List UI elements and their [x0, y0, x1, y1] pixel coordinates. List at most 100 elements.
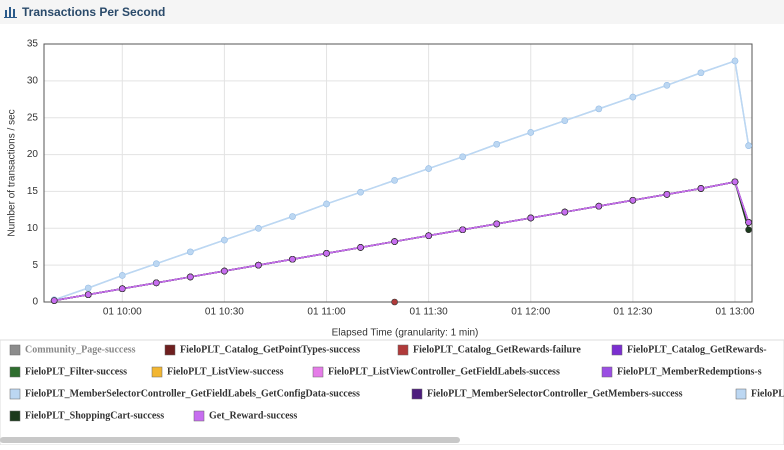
- data-point: [527, 214, 535, 222]
- y-tick-label: 15: [27, 186, 39, 197]
- data-point: [629, 196, 637, 204]
- legend-label: FieloPLT_MemberSelectorController_GetFie…: [25, 388, 360, 399]
- x-axis-title: Elapsed Time (granularity: 1 min): [332, 328, 479, 339]
- data-point: [255, 261, 262, 269]
- series-line: [53, 59, 750, 301]
- data-point: [221, 236, 228, 244]
- legend-label: FieloPLT_ListViewController_GetFieldLabe…: [328, 366, 560, 377]
- legend-swatch: [151, 366, 163, 378]
- chart-icon: [4, 7, 17, 18]
- legend-label: FieloPLT_Catalog_GetPointTypes-success: [180, 344, 360, 355]
- data-point: [561, 208, 569, 216]
- data-point: [357, 244, 364, 251]
- legend-swatch: [411, 388, 423, 400]
- data-point: [745, 142, 752, 150]
- legend-swatch: [397, 344, 409, 356]
- legend-swatch: [9, 410, 21, 422]
- data-point: [629, 93, 637, 101]
- legend-label: FieloPLT_MemberSelectorController_GetMem…: [427, 388, 683, 399]
- data-point: [527, 129, 535, 136]
- header-title: Transactions Per Second: [22, 5, 165, 19]
- data-point: [425, 232, 432, 239]
- data-point: [595, 105, 603, 113]
- legend-swatch: [9, 366, 21, 378]
- series-line: [54, 180, 750, 302]
- data-point: [84, 291, 92, 298]
- legend-label: FieloPLT_ListView-success: [167, 366, 284, 377]
- legend-box: [0, 339, 784, 446]
- data-point: [731, 57, 739, 65]
- legend-swatch: [9, 388, 21, 400]
- legend-label: FieloPLT_Filter-success: [25, 366, 127, 377]
- legend-swatch: [735, 388, 747, 400]
- legend-label: FieloPLT_Catalog_GetRewards-: [627, 344, 767, 355]
- header-bar: [0, 0, 784, 24]
- series: [391, 298, 398, 306]
- data-point: [391, 298, 398, 306]
- data-point: [493, 140, 501, 148]
- legend-swatch: [601, 366, 613, 378]
- plot-frame: [43, 43, 753, 303]
- data-point: [357, 188, 364, 196]
- y-tick-label: 10: [27, 223, 39, 234]
- data-point: [697, 185, 705, 192]
- data-point: [255, 224, 262, 232]
- x-tick-label: 01 10:30: [205, 307, 244, 318]
- data-point: [50, 297, 58, 304]
- data-point: [663, 191, 671, 198]
- legend-label: Community_Page-success: [25, 344, 136, 355]
- x-tick-label: 01 10:00: [103, 307, 142, 318]
- data-point: [84, 284, 92, 292]
- data-point: [561, 117, 569, 124]
- data-point: [153, 260, 160, 267]
- data-point: [323, 200, 330, 208]
- y-tick-label: 0: [32, 297, 38, 308]
- data-point: [187, 248, 194, 256]
- series: [50, 178, 752, 304]
- data-point: [289, 213, 296, 220]
- data-point: [459, 153, 466, 161]
- y-axis-title: Number of transactions / sec: [7, 109, 18, 236]
- legend-label: FieloPLT_ShoppingCart-success: [25, 410, 164, 421]
- x-tick-label: 01 11:00: [307, 307, 346, 318]
- x-tick-label: 01 13:00: [716, 307, 755, 318]
- y-tick-label: 5: [32, 260, 38, 271]
- data-point: [745, 226, 752, 234]
- legend-swatch: [193, 410, 205, 422]
- data-point: [493, 220, 501, 228]
- legend-label: Get_Reward-success: [209, 410, 297, 421]
- data-point: [697, 69, 705, 77]
- legend-label: FieloPLT_Catalog_GetRewards-failure: [413, 344, 581, 355]
- data-point: [663, 81, 671, 89]
- y-tick-label: 30: [27, 75, 39, 86]
- data-point: [391, 238, 398, 245]
- data-point: [289, 255, 296, 263]
- x-tick-label: 01 11:30: [410, 307, 449, 318]
- legend-label: FieloPLT_MemberRedemptions-s: [617, 366, 762, 377]
- y-tick-label: 20: [27, 149, 39, 160]
- data-point: [731, 178, 739, 186]
- legend-swatch: [312, 366, 324, 378]
- data-point: [391, 177, 398, 184]
- legend-swatch: [164, 344, 176, 356]
- legend-label: FieloPL: [751, 388, 784, 399]
- y-tick-label: 35: [27, 39, 39, 50]
- legend-swatch: [611, 344, 623, 356]
- data-point: [459, 226, 466, 234]
- scrollbar[interactable]: [0, 437, 460, 443]
- data-point: [221, 267, 228, 275]
- data-point: [323, 250, 330, 257]
- data-point: [745, 219, 752, 226]
- x-tick-label: 01 12:30: [613, 307, 652, 318]
- x-tick-label: 01 12:00: [511, 307, 550, 318]
- data-point: [187, 273, 194, 281]
- series: [50, 57, 752, 304]
- data-point: [425, 165, 432, 172]
- data-point: [595, 202, 603, 210]
- legend-swatch: [9, 344, 21, 356]
- y-tick-label: 25: [27, 112, 39, 123]
- data-point: [118, 272, 126, 279]
- data-point: [153, 279, 160, 287]
- data-point: [118, 285, 126, 293]
